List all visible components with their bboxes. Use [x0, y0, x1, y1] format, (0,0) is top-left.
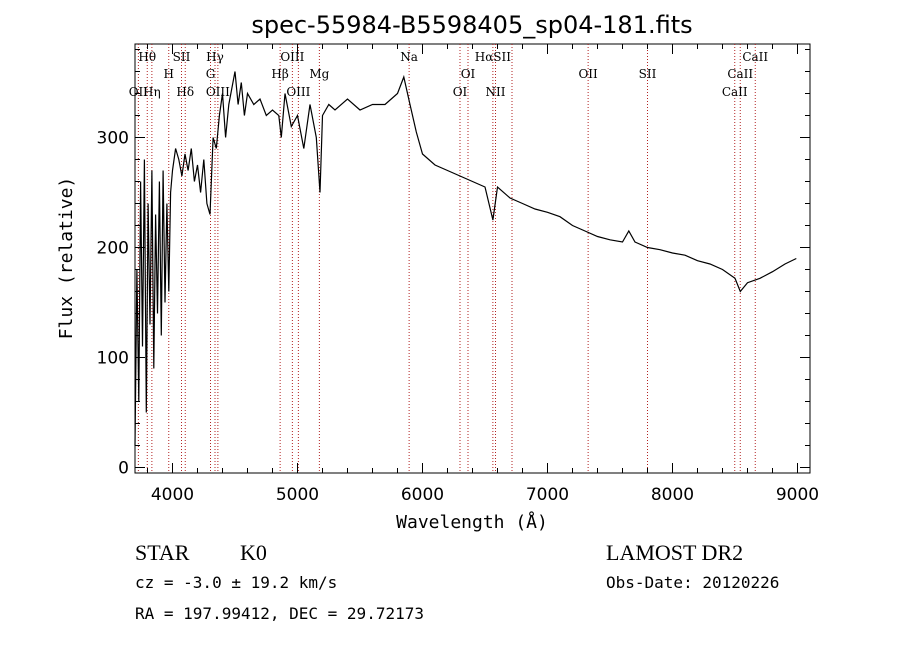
line-label: CaII: [742, 50, 768, 64]
object-subclass: K0: [240, 540, 267, 565]
obs-date: Obs-Date: 20120226: [606, 573, 779, 592]
line-label: Hη: [143, 85, 161, 99]
line-label: SII: [173, 50, 191, 64]
line-label: OI: [453, 85, 468, 99]
y-ticks: 0 100 200 300: [97, 49, 810, 479]
x-tick-label: 6000: [401, 485, 444, 505]
y-tick-label: 0: [118, 459, 129, 479]
y-tick-label: 300: [97, 129, 129, 149]
line-markers: [137, 44, 756, 473]
line-label: OII: [129, 85, 149, 99]
y-tick-label: 100: [97, 349, 129, 369]
y-tick-label: 200: [97, 239, 129, 259]
plot-frame: [134, 43, 811, 474]
x-axis-label: Wavelength (Å): [396, 511, 548, 533]
object-type: STAR: [135, 540, 190, 565]
x-tick-label: 9000: [776, 485, 819, 505]
x-ticks: 4000 5000 6000 7000 8000 9000: [147, 44, 819, 505]
x-tick-label: 8000: [651, 485, 694, 505]
plot-area: HθOIIHηSIIHHδHγGOIIIOIIIHβOIIIMgNaOIOIHα…: [97, 43, 819, 505]
spectrum-line: [134, 71, 797, 446]
coordinates: RA = 197.99412, DEC = 29.72173: [135, 604, 424, 623]
line-label: Hθ: [138, 50, 156, 64]
x-tick-label: 4000: [151, 485, 194, 505]
line-label: OIII: [286, 85, 310, 99]
line-label: OII: [578, 67, 598, 81]
line-label: OIII: [280, 50, 304, 64]
line-label: OIII: [206, 85, 230, 99]
line-label: Mg: [309, 67, 329, 81]
line-label: H: [164, 67, 174, 81]
x-tick-label: 5000: [276, 485, 319, 505]
line-label: Na: [400, 50, 418, 64]
line-label: G: [206, 67, 216, 81]
line-label: CaII: [722, 85, 748, 99]
line-labels: HθOIIHηSIIHHδHγGOIIIOIIIHβOIIIMgNaOIOIHα…: [129, 50, 769, 99]
line-label: CaII: [727, 67, 753, 81]
line-label: NII: [486, 85, 506, 99]
line-label: HαSII: [475, 50, 512, 64]
line-label: Hγ: [206, 50, 224, 64]
redshift: cz = -3.0 ± 19.2 km/s: [135, 573, 337, 592]
line-label: Hβ: [271, 67, 288, 81]
x-tick-label: 7000: [526, 485, 569, 505]
line-label: Hδ: [176, 85, 194, 99]
survey-name: LAMOST DR2: [606, 540, 743, 565]
line-label: OI: [461, 67, 476, 81]
line-label: SII: [639, 67, 657, 81]
chart-title: spec-55984-B5598405_sp04-181.fits: [251, 11, 692, 39]
y-axis-label: Flux (relative): [56, 177, 77, 340]
